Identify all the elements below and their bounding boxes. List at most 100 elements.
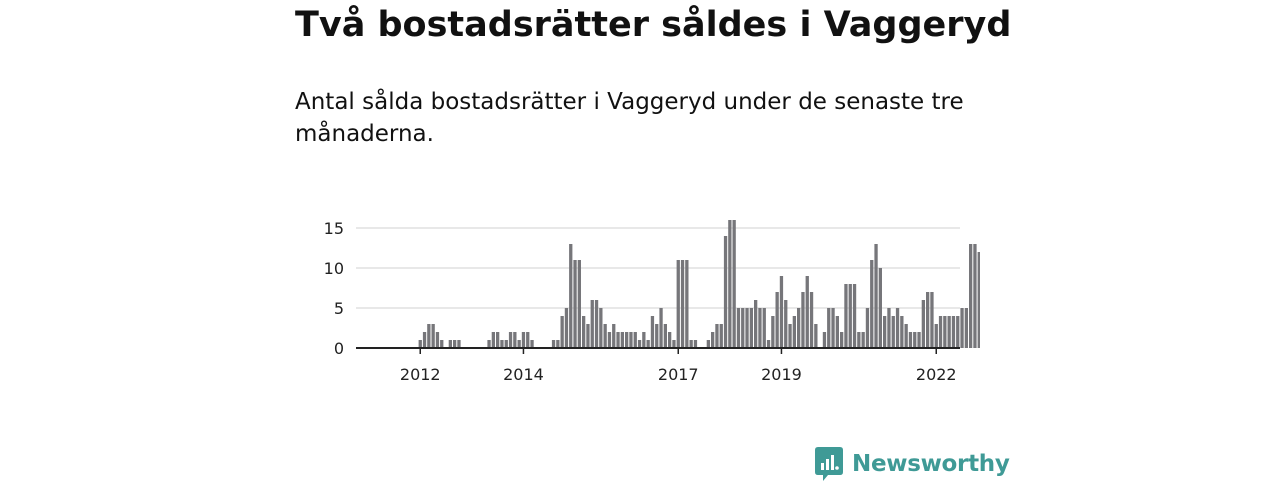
newsworthy-logo-icon <box>815 447 843 481</box>
bar <box>427 324 431 348</box>
bar <box>599 308 603 348</box>
bar <box>491 332 495 348</box>
bar <box>883 316 887 348</box>
bar <box>852 284 857 348</box>
x-tick-label: 2022 <box>916 365 957 384</box>
bar <box>719 324 723 348</box>
y-tick-label: 0 <box>334 339 344 358</box>
bar <box>440 340 444 348</box>
bar <box>577 260 581 348</box>
bar <box>908 332 913 348</box>
bar <box>784 300 788 348</box>
bar <box>633 332 637 348</box>
bar <box>422 332 427 348</box>
bar <box>573 260 577 348</box>
bar <box>689 340 693 348</box>
bar <box>943 316 947 348</box>
bar <box>650 316 655 348</box>
bar <box>861 332 865 348</box>
bar <box>758 308 762 348</box>
bar <box>685 260 689 348</box>
bar <box>913 332 917 348</box>
bar <box>840 332 844 348</box>
bar <box>594 300 599 348</box>
bar <box>848 284 852 348</box>
bar <box>629 332 633 348</box>
bar <box>672 340 676 348</box>
bar <box>431 324 435 348</box>
bar <box>513 332 517 348</box>
bar <box>564 308 569 348</box>
chart-subtitle: Antal sålda bostadsrätter i Vaggeryd und… <box>295 89 964 147</box>
y-tick-label: 10 <box>324 259 344 278</box>
bar <box>904 324 908 348</box>
bar <box>917 332 921 348</box>
bar <box>870 260 874 348</box>
bar <box>457 340 461 348</box>
bar <box>715 324 719 348</box>
bar <box>620 332 624 348</box>
bar <box>711 332 715 348</box>
bar <box>754 300 758 348</box>
brand-name: Newsworthy <box>852 451 1010 477</box>
bar <box>646 340 650 348</box>
x-tick-label: 2017 <box>658 365 699 384</box>
bar <box>668 332 672 348</box>
bar <box>900 316 904 348</box>
bar <box>418 340 422 348</box>
bar <box>448 340 452 348</box>
bar <box>706 340 710 348</box>
bar <box>530 340 534 348</box>
bar <box>895 308 900 348</box>
bar <box>822 332 827 348</box>
bar <box>857 332 861 348</box>
bar <box>809 292 814 348</box>
bars <box>418 220 980 348</box>
bar <box>878 268 882 348</box>
bar <box>680 260 685 348</box>
y-axis-ticks: 0 5 10 15 <box>324 219 344 358</box>
bar <box>921 300 925 348</box>
bar <box>693 340 698 348</box>
bar <box>887 308 891 348</box>
bar <box>435 332 440 348</box>
bar <box>526 332 530 348</box>
bar <box>745 308 749 348</box>
bar <box>835 316 839 348</box>
bar <box>663 324 667 348</box>
bar <box>453 340 457 348</box>
bar <box>487 340 491 348</box>
y-tick-label: 5 <box>334 299 344 318</box>
bar <box>801 292 805 348</box>
x-tick-label: 2019 <box>761 365 802 384</box>
bar <box>934 324 938 348</box>
bar <box>865 308 870 348</box>
bar <box>586 324 590 348</box>
bar <box>766 340 771 348</box>
bar <box>582 316 586 348</box>
bar <box>762 308 766 348</box>
bar <box>951 316 956 348</box>
x-tick-label: 2014 <box>503 365 544 384</box>
bar <box>569 244 573 348</box>
bar <box>779 276 784 348</box>
bar <box>496 332 500 348</box>
bar <box>607 332 612 348</box>
bar <box>504 340 508 348</box>
gridlines <box>356 227 960 309</box>
bar <box>938 316 943 348</box>
bar <box>728 220 732 348</box>
bar <box>973 244 977 348</box>
bar <box>590 300 594 348</box>
bar <box>930 292 934 348</box>
bar <box>956 316 960 348</box>
bar <box>560 316 564 348</box>
bar <box>891 316 895 348</box>
bar <box>637 340 642 348</box>
bar <box>827 308 831 348</box>
chart-title: Två bostadsrätter såldes i Vaggeryd <box>295 5 1012 45</box>
bar <box>508 332 513 348</box>
bar <box>741 308 745 348</box>
bar <box>659 308 663 348</box>
bar <box>788 324 792 348</box>
